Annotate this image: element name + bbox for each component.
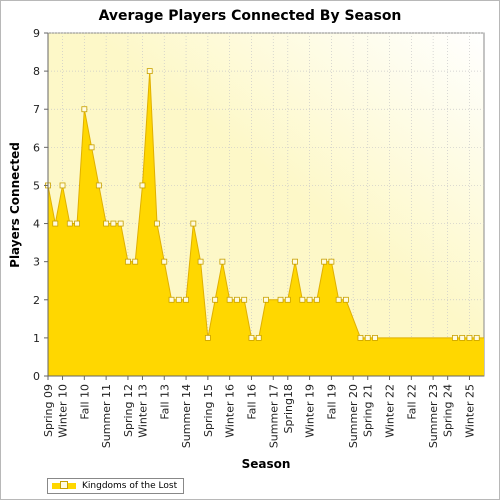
x-tick-label: Fall 13 — [158, 384, 171, 420]
data-point — [52, 220, 59, 227]
data-point — [212, 296, 219, 303]
x-axis-label: Season — [241, 457, 291, 471]
data-point — [313, 296, 320, 303]
y-tick-label: 8 — [33, 65, 40, 78]
data-point — [110, 220, 117, 227]
x-tick-label: Fall 19 — [325, 384, 338, 420]
data-point — [292, 258, 298, 265]
data-point — [248, 334, 255, 341]
y-tick-label: 7 — [33, 103, 40, 116]
data-point — [103, 220, 110, 227]
legend-swatch — [52, 481, 76, 491]
data-point — [226, 296, 233, 303]
x-tick-label: Fall 22 — [405, 384, 418, 420]
y-tick-label: 6 — [33, 141, 40, 154]
data-point — [321, 258, 328, 265]
x-tick-label: Summer 20 — [347, 384, 360, 448]
y-tick-label: 4 — [33, 218, 40, 231]
x-tick-label: Summer 11 — [100, 384, 113, 448]
data-point — [168, 296, 175, 303]
x-tick-label: Winter 22 — [384, 384, 397, 438]
legend-label: Kingdoms of the Lost — [82, 481, 178, 491]
data-point — [234, 296, 240, 303]
x-tick-label: Spring 12 — [122, 384, 135, 437]
data-point — [125, 258, 131, 265]
data-point — [183, 296, 189, 303]
y-tick-label: 0 — [33, 370, 40, 383]
data-point — [66, 220, 73, 227]
data-point — [117, 220, 124, 227]
x-tick-label: Fall 10 — [78, 384, 91, 420]
x-tick-label: Spring 15 — [202, 384, 215, 437]
y-tick-label: 5 — [33, 179, 40, 192]
series-area — [48, 71, 484, 376]
data-point — [372, 334, 378, 341]
y-tick-label: 3 — [33, 256, 40, 269]
data-point — [190, 220, 197, 227]
x-tick-label: Spring18 — [282, 384, 295, 434]
data-point — [204, 334, 211, 341]
data-point — [263, 296, 269, 303]
legend: Kingdoms of the Lost — [47, 478, 185, 494]
data-point — [306, 296, 313, 303]
data-point — [154, 220, 160, 227]
x-tick-label: Winter 19 — [304, 384, 317, 438]
chart-title: Average Players Connected By Season — [98, 8, 402, 24]
data-point — [277, 296, 284, 303]
data-point — [146, 68, 153, 75]
x-tick-label: Winter 25 — [463, 384, 476, 438]
y-tick-label: 2 — [33, 294, 40, 307]
x-tick-label: Summer 23 — [427, 384, 440, 448]
x-tick-label: Winter 10 — [57, 384, 70, 438]
data-point — [284, 296, 291, 303]
data-point — [459, 334, 466, 341]
data-point — [299, 296, 306, 303]
data-point — [452, 334, 458, 341]
data-point — [357, 334, 364, 341]
data-point — [81, 106, 88, 113]
x-tick-label: Summer 14 — [180, 384, 193, 448]
data-point — [59, 182, 66, 189]
x-tick-label: Spring 09 — [42, 384, 55, 437]
data-point — [328, 258, 335, 265]
x-tick-label: Winter 16 — [224, 384, 237, 438]
x-tick-label: Summer 17 — [267, 384, 280, 448]
y-tick-label: 1 — [33, 332, 40, 345]
data-point — [364, 334, 371, 341]
data-point — [74, 220, 80, 227]
data-point — [473, 334, 480, 341]
data-point — [88, 144, 95, 151]
data-point — [197, 258, 204, 265]
data-point — [255, 334, 262, 341]
x-tick-label: Spring 24 — [442, 384, 455, 437]
data-point — [95, 182, 102, 189]
data-point — [343, 296, 349, 303]
x-tick-label: Fall 16 — [245, 384, 258, 420]
data-point — [175, 296, 182, 303]
data-point — [161, 258, 168, 265]
data-point — [335, 296, 342, 303]
y-tick-label: 9 — [33, 27, 40, 40]
x-tick-label: Spring 21 — [362, 384, 375, 437]
data-point — [132, 258, 139, 265]
data-point — [466, 334, 473, 341]
data-point — [241, 296, 248, 303]
x-tick-label: Winter 13 — [136, 384, 149, 438]
data-point — [219, 258, 226, 265]
data-point — [139, 182, 146, 189]
